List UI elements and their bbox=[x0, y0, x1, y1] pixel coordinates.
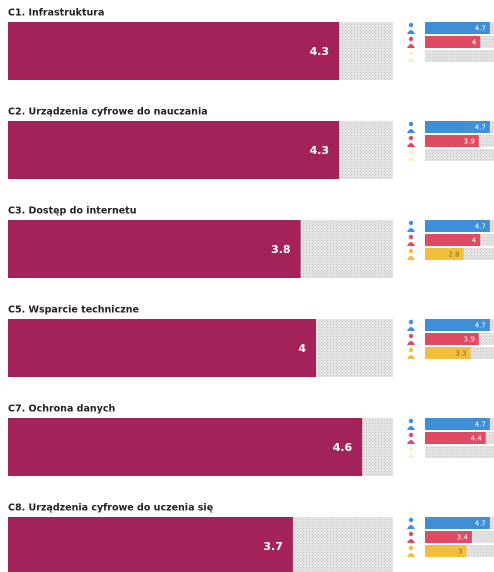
panel-title: C3. Dostęp do internetu bbox=[8, 206, 137, 217]
group-icon bbox=[407, 341, 415, 345]
small-bar bbox=[425, 517, 490, 529]
group-icon bbox=[407, 440, 415, 444]
small-bar bbox=[425, 432, 486, 444]
group-icon bbox=[408, 545, 414, 551]
bar bbox=[8, 319, 316, 377]
bar bbox=[8, 517, 293, 572]
value-label: 4.3 bbox=[310, 45, 330, 58]
panel-title: C2. Urządzenia cyfrowe do nauczania bbox=[8, 107, 208, 118]
group-icon bbox=[408, 319, 414, 325]
group-icon bbox=[408, 121, 414, 127]
value-label: 4.3 bbox=[310, 144, 330, 157]
group-icon bbox=[407, 143, 415, 147]
bar bbox=[8, 220, 301, 278]
group-icon bbox=[407, 454, 415, 458]
group-icon bbox=[408, 446, 414, 452]
value-label: 4.6 bbox=[333, 441, 353, 454]
bar bbox=[8, 121, 340, 179]
small-value-label: 3.9 bbox=[464, 138, 475, 146]
small-bar bbox=[425, 248, 464, 260]
small-value-label: 3 bbox=[458, 548, 462, 556]
group-icon bbox=[408, 531, 414, 537]
small-value-label: 4.7 bbox=[475, 520, 486, 528]
small-value-label: 4.7 bbox=[475, 25, 486, 33]
small-value-label: 4.4 bbox=[471, 435, 483, 443]
group-icon bbox=[407, 30, 415, 34]
value-label: 3.8 bbox=[271, 243, 291, 256]
group-icon bbox=[407, 525, 415, 529]
group-icon bbox=[407, 355, 415, 359]
panel-title: C1. Infrastruktura bbox=[8, 8, 104, 19]
small-value-label: 4.7 bbox=[475, 223, 486, 231]
small-bar bbox=[425, 135, 479, 147]
group-icon bbox=[408, 36, 414, 42]
group-icon bbox=[408, 234, 414, 240]
group-icon bbox=[407, 539, 415, 543]
value-label: 4 bbox=[298, 342, 306, 355]
small-bar bbox=[425, 121, 490, 133]
small-value-label: 4.7 bbox=[475, 421, 486, 429]
small-value-label: 2.8 bbox=[448, 251, 459, 259]
small-value-label: 3.3 bbox=[455, 350, 466, 358]
group-icon bbox=[407, 256, 415, 260]
small-value-label: 4.7 bbox=[475, 124, 486, 132]
group-icon bbox=[407, 58, 415, 62]
group-icon bbox=[408, 135, 414, 141]
group-icon bbox=[408, 50, 414, 56]
small-bar bbox=[425, 545, 467, 557]
small-bar bbox=[425, 36, 481, 48]
small-bar-background bbox=[425, 50, 494, 62]
small-bar bbox=[425, 531, 472, 543]
group-icon bbox=[408, 22, 414, 28]
small-value-label: 3.4 bbox=[457, 534, 469, 542]
value-label: 3.7 bbox=[263, 540, 283, 553]
panel-title: C5. Wsparcie techniczne bbox=[8, 305, 139, 316]
small-value-label: 4 bbox=[472, 237, 477, 245]
group-icon bbox=[408, 432, 414, 438]
small-bar bbox=[425, 319, 490, 331]
group-icon bbox=[407, 44, 415, 48]
bar bbox=[8, 22, 340, 80]
group-icon bbox=[408, 248, 414, 254]
group-icon bbox=[408, 347, 414, 353]
small-bar bbox=[425, 333, 479, 345]
panel-title: C7. Ochrona danych bbox=[8, 404, 115, 415]
small-bar bbox=[425, 22, 490, 34]
group-icon bbox=[408, 418, 414, 424]
bar bbox=[8, 418, 363, 476]
group-icon bbox=[407, 228, 415, 232]
group-icon bbox=[408, 220, 414, 226]
small-bar bbox=[425, 234, 481, 246]
group-icon bbox=[407, 157, 415, 161]
small-bar bbox=[425, 418, 490, 430]
group-icon bbox=[407, 327, 415, 331]
small-value-label: 4 bbox=[472, 39, 477, 47]
small-bar bbox=[425, 347, 471, 359]
group-icon bbox=[408, 333, 414, 339]
panel-title: C8. Urządzenia cyfrowe do uczenia się bbox=[8, 503, 213, 514]
small-value-label: 4.7 bbox=[475, 322, 486, 330]
small-bar-background bbox=[425, 149, 494, 161]
group-icon bbox=[407, 426, 415, 430]
group-icon bbox=[408, 149, 414, 155]
small-bar-background bbox=[425, 446, 494, 458]
group-icon bbox=[408, 517, 414, 523]
group-icon bbox=[407, 553, 415, 557]
group-icon bbox=[407, 242, 415, 246]
group-icon bbox=[407, 129, 415, 133]
small-value-label: 3.9 bbox=[464, 336, 475, 344]
small-bar bbox=[425, 220, 490, 232]
